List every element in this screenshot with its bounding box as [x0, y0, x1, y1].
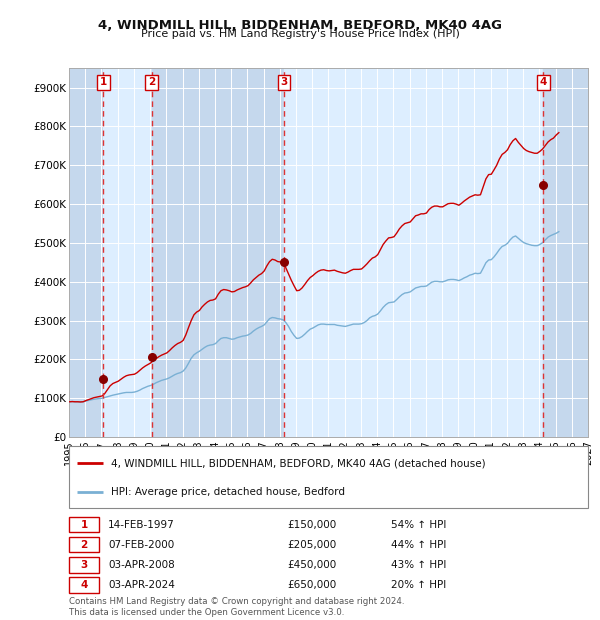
Bar [284, 68, 544, 437]
Text: £150,000: £150,000 [287, 520, 336, 529]
Text: £650,000: £650,000 [287, 580, 336, 590]
Text: 54% ↑ HPI: 54% ↑ HPI [391, 520, 446, 529]
Text: £205,000: £205,000 [287, 540, 336, 550]
Bar [544, 68, 588, 437]
FancyBboxPatch shape [69, 446, 588, 508]
Text: 43% ↑ HPI: 43% ↑ HPI [391, 560, 446, 570]
Text: 03-APR-2024: 03-APR-2024 [108, 580, 175, 590]
Text: 4: 4 [80, 580, 88, 590]
Text: 07-FEB-2000: 07-FEB-2000 [108, 540, 174, 550]
FancyBboxPatch shape [69, 517, 99, 533]
Text: HPI: Average price, detached house, Bedford: HPI: Average price, detached house, Bedf… [110, 487, 344, 497]
Text: 2: 2 [80, 540, 88, 550]
Text: 2: 2 [148, 78, 155, 87]
Bar [69, 68, 103, 437]
Text: 1: 1 [100, 78, 107, 87]
Text: 4: 4 [540, 78, 547, 87]
Text: 44% ↑ HPI: 44% ↑ HPI [391, 540, 446, 550]
Bar [544, 68, 588, 437]
Text: 4, WINDMILL HILL, BIDDENHAM, BEDFORD, MK40 4AG: 4, WINDMILL HILL, BIDDENHAM, BEDFORD, MK… [98, 19, 502, 32]
Text: 3: 3 [80, 560, 88, 570]
Text: 1: 1 [80, 520, 88, 529]
Text: 20% ↑ HPI: 20% ↑ HPI [391, 580, 446, 590]
Bar [103, 68, 152, 437]
FancyBboxPatch shape [69, 577, 99, 593]
Text: £450,000: £450,000 [287, 560, 336, 570]
Text: Price paid vs. HM Land Registry's House Price Index (HPI): Price paid vs. HM Land Registry's House … [140, 29, 460, 39]
FancyBboxPatch shape [69, 537, 99, 552]
Text: Contains HM Land Registry data © Crown copyright and database right 2024.
This d: Contains HM Land Registry data © Crown c… [69, 598, 404, 617]
Text: 4, WINDMILL HILL, BIDDENHAM, BEDFORD, MK40 4AG (detached house): 4, WINDMILL HILL, BIDDENHAM, BEDFORD, MK… [110, 458, 485, 468]
Text: 14-FEB-1997: 14-FEB-1997 [108, 520, 175, 529]
Text: 3: 3 [280, 78, 287, 87]
Bar [152, 68, 284, 437]
FancyBboxPatch shape [69, 557, 99, 573]
Text: 03-APR-2008: 03-APR-2008 [108, 560, 175, 570]
